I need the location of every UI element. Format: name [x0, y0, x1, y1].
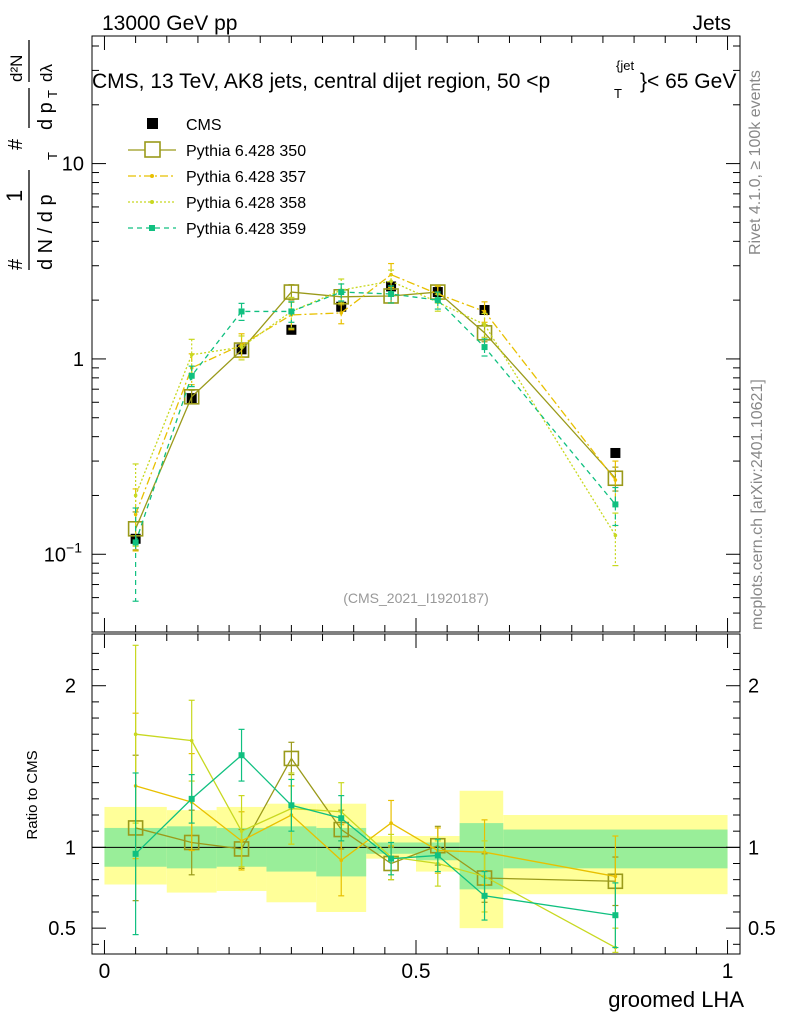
ylabel-den2: d p	[35, 102, 57, 130]
ylabel-den2-sub: T	[45, 90, 60, 98]
p359-point	[612, 912, 619, 919]
p358-point	[482, 322, 487, 327]
title-main: CMS, 13 TeV, AK8 jets, central dijet reg…	[92, 70, 550, 93]
p357-point	[133, 512, 138, 517]
p359-point	[132, 850, 139, 857]
legend-label-p357: Pythia 6.428 357	[186, 169, 306, 186]
p357-point	[389, 821, 393, 825]
p357-point	[482, 309, 487, 314]
p357-point	[339, 311, 344, 315]
title-superscript: {jet	[616, 58, 634, 73]
title-tail: }< 65 GeV	[640, 70, 736, 93]
plot-title: CMS, 13 TeV, AK8 jets, central dijet reg…	[92, 58, 736, 101]
analysis-id: (CMS_2021_I1920187)	[343, 590, 489, 606]
legend-label-cms: CMS	[186, 117, 222, 134]
y-tick-label: 1	[73, 349, 84, 371]
ylabel-hash2: #	[5, 138, 27, 150]
p359-point	[612, 501, 619, 508]
ratio-y-tick-label-right: 2	[748, 676, 759, 698]
p359-point	[288, 802, 295, 809]
cms-point	[610, 447, 621, 458]
legend-marker-p350	[144, 141, 161, 158]
p359-point	[288, 308, 295, 315]
ylabel-den-sub: T	[45, 152, 60, 160]
ratio-y-tick-label-right: 0.5	[748, 918, 776, 940]
p358-point	[239, 345, 244, 349]
p359-point	[132, 539, 139, 546]
main-panel: 10−1 1 10	[44, 35, 741, 633]
series-line-p359	[134, 291, 616, 543]
p359-point	[434, 297, 441, 304]
main-ylabel: # 1 d N / d p T # d p T d²N dλ	[2, 40, 60, 270]
p359-point	[481, 892, 488, 899]
ylabel-one: 1	[2, 190, 27, 202]
p359-point	[434, 852, 441, 859]
main-ticks: 10−1 1 10	[44, 36, 740, 633]
x-tick-label: 0	[99, 960, 111, 983]
ylabel-hash: #	[5, 258, 27, 270]
legend-label-p350: Pythia 6.428 350	[186, 143, 306, 160]
legend-marker-p357	[150, 174, 154, 178]
legend: CMS Pythia 6.428 350 Pythia 6.428 357 Pythi…	[128, 117, 306, 238]
title-subscript: T	[614, 86, 622, 101]
jets-label: Jets	[692, 12, 731, 35]
ylabel-dlambda: dλ	[37, 64, 56, 82]
y-tick-label: 10−1	[44, 539, 82, 566]
x-tick-label: 0.5	[401, 960, 430, 983]
p358-point	[189, 738, 194, 743]
ratio-y-tick-label-right: 1	[748, 837, 759, 859]
p357-point	[613, 478, 618, 482]
rivet-label: Rivet 4.1.0, ≥ 100k events	[747, 70, 764, 255]
y-tick-label: 10	[62, 154, 84, 176]
legend-marker-p359	[149, 225, 155, 231]
ratio-marks	[92, 644, 740, 953]
main-marks	[127, 262, 624, 602]
ratio-y-tick-label: 2	[65, 676, 76, 698]
ratio-y-tick-label: 1	[65, 837, 76, 859]
p359-point	[388, 855, 395, 862]
ratio-ylabel: Ratio to CMS	[24, 750, 41, 839]
ratio-ticks: 0.5 0.5 1 1 2 2 0 0.5 1	[48, 634, 776, 983]
p359-point	[238, 308, 245, 315]
p359-point	[388, 290, 395, 297]
ylabel-den: d N / d p	[35, 194, 57, 270]
p358-point	[389, 279, 393, 283]
p358-point	[239, 829, 244, 833]
p359-point	[338, 289, 345, 296]
p357-point	[613, 874, 618, 879]
legend-marker-cms	[147, 118, 158, 129]
p359-point	[188, 372, 195, 379]
p359-point	[338, 815, 345, 822]
series-line-p358	[135, 280, 616, 536]
p359-point	[238, 752, 245, 759]
x-axis-label: groomed LHA	[608, 987, 744, 1012]
p358-point	[133, 493, 138, 498]
p358-point	[189, 352, 194, 357]
p357-point	[339, 858, 344, 863]
mcplots-label: mcplots.cern.ch [arXiv:2401.10621]	[749, 379, 766, 630]
series-line-p350	[135, 291, 616, 530]
ratio-y-tick-label: 0.5	[48, 918, 76, 940]
p350-point	[607, 470, 624, 487]
p358-point	[613, 533, 618, 538]
series-line-p357	[135, 273, 616, 515]
p350-point	[283, 750, 300, 767]
ratio-panel: 0.5 0.5 1 1 2 2 0 0.5 1	[48, 633, 776, 983]
ylabel-d2n: d²N	[7, 55, 26, 82]
energy-label: 13000 GeV pp	[102, 12, 237, 35]
x-tick-label: 1	[722, 960, 734, 983]
legend-label-p358: Pythia 6.428 358	[186, 195, 306, 212]
legend-label-p359: Pythia 6.428 359	[186, 221, 306, 238]
p358-point	[133, 732, 138, 737]
ratio-frame	[91, 633, 741, 955]
p359-point	[188, 795, 195, 802]
legend-marker-p358	[150, 200, 154, 204]
p359-point	[481, 344, 488, 351]
